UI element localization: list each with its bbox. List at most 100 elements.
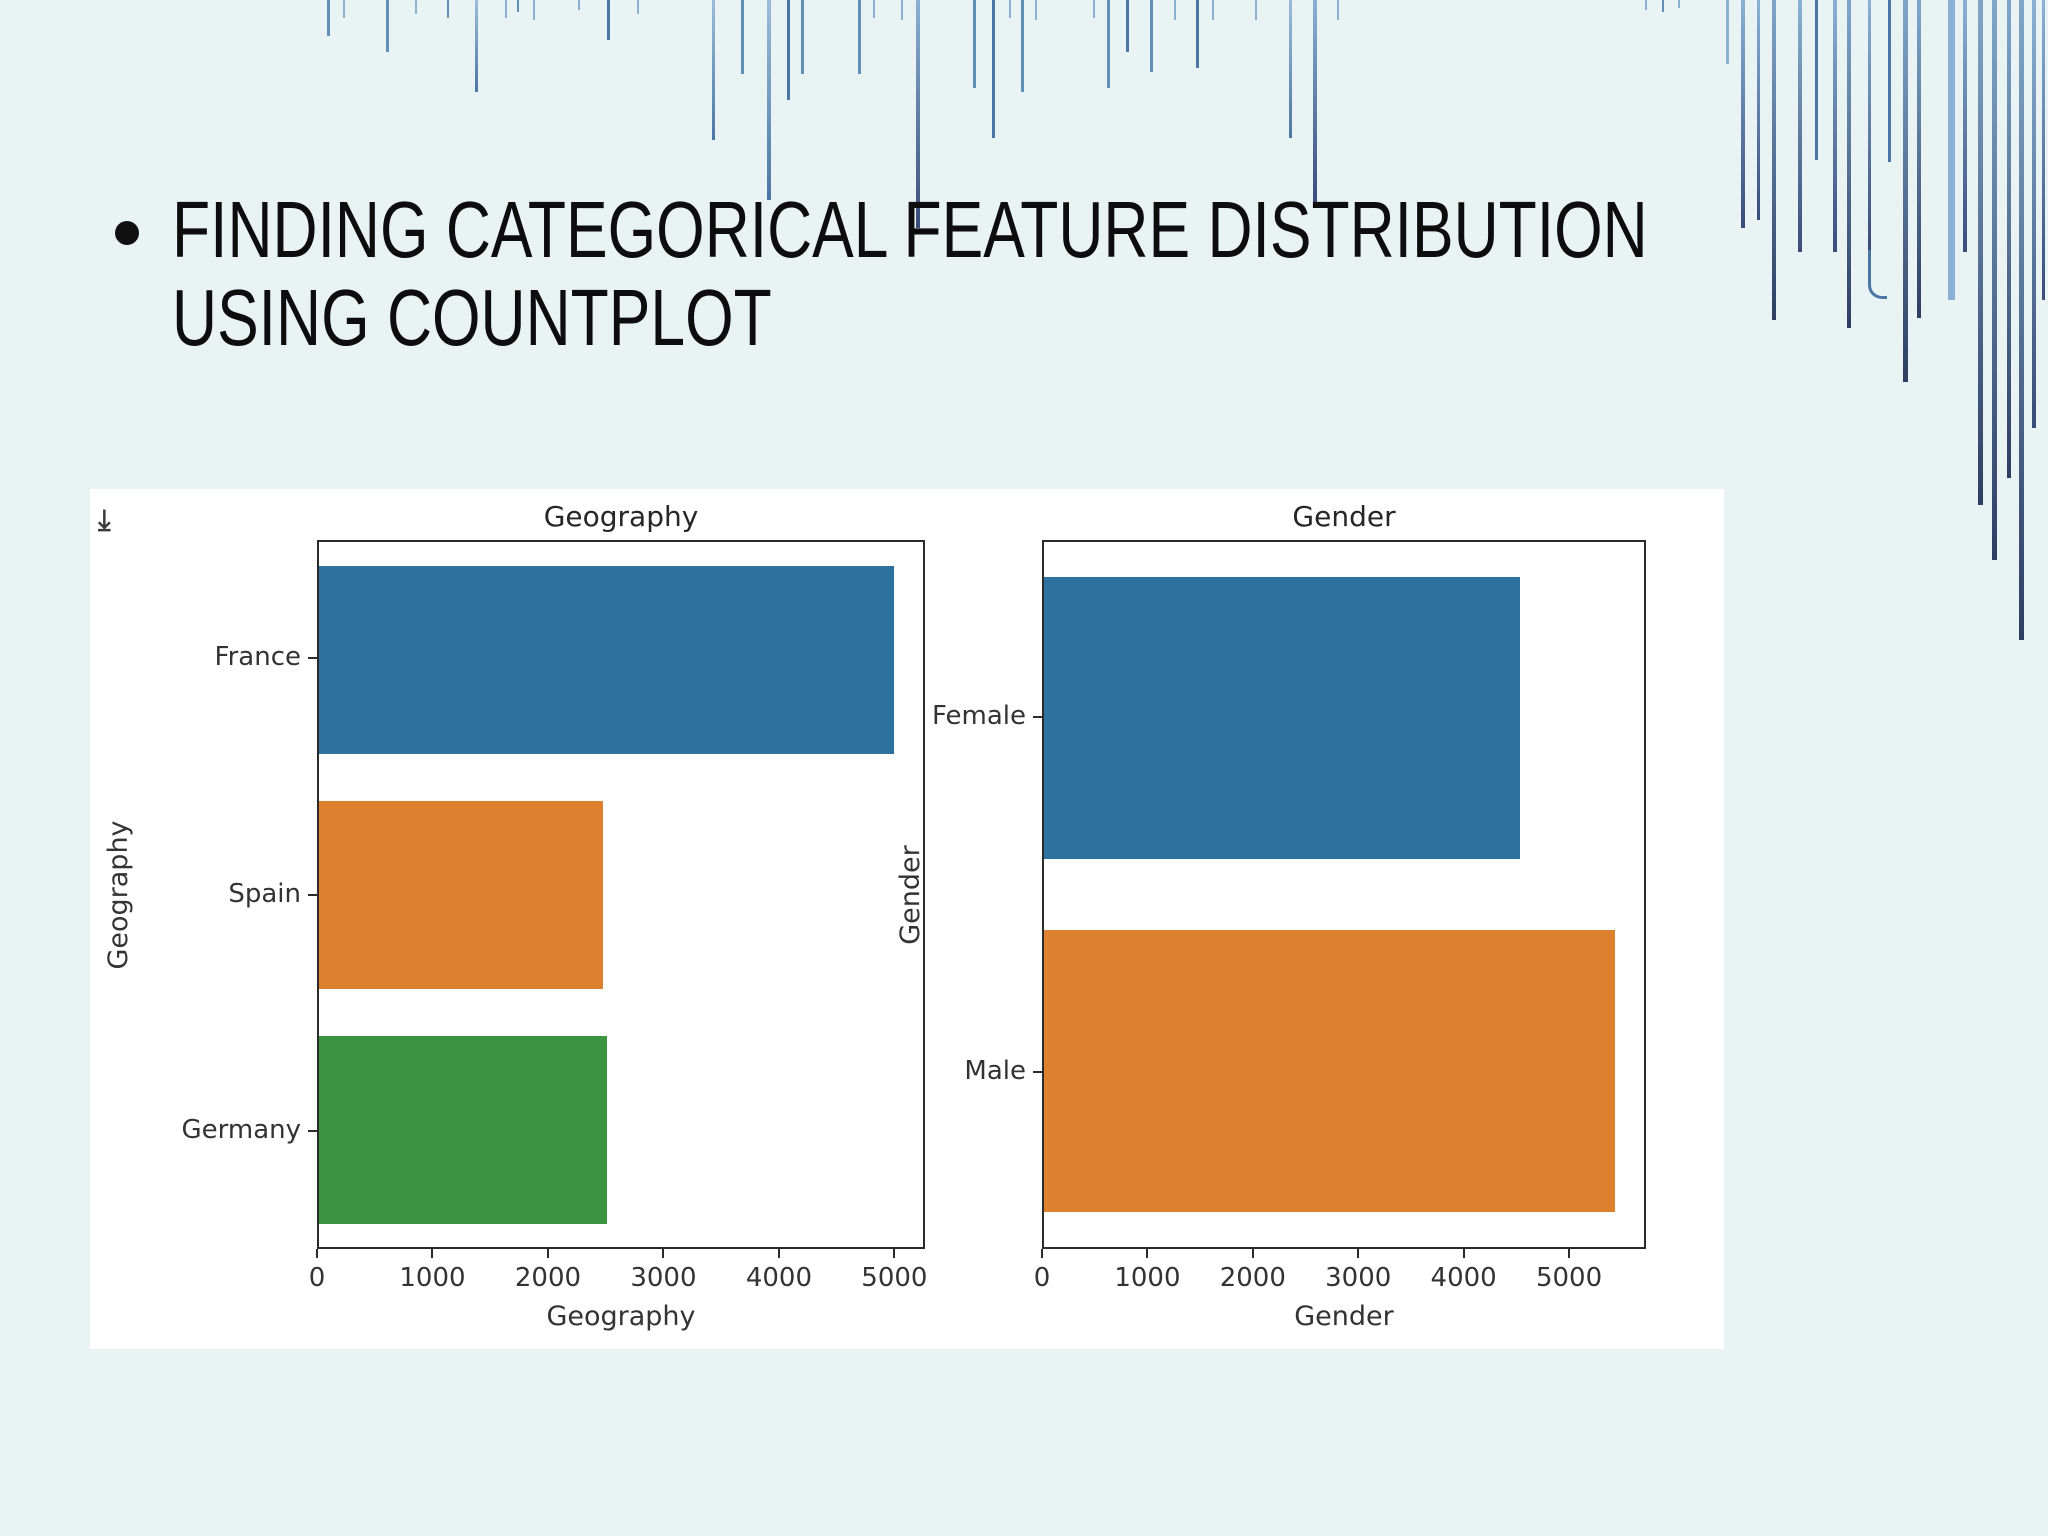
xlabel-gender: Gender	[1294, 1301, 1394, 1332]
hanging-line	[1917, 0, 1921, 318]
hanging-line	[343, 0, 345, 18]
bar-geography-spain	[319, 800, 604, 989]
ylabel-geography: Geography	[102, 819, 134, 970]
chart-title-gender: Gender	[1292, 500, 1396, 533]
hanging-line	[475, 0, 478, 92]
hanging-line	[578, 0, 580, 10]
hanging-line	[801, 0, 804, 74]
hanging-line	[767, 0, 771, 200]
hanging-line	[1815, 0, 1818, 160]
xtick-gender-2000	[1251, 1249, 1254, 1258]
hanging-line	[1726, 0, 1729, 64]
hanging-line	[1992, 0, 1997, 560]
ytick-label-geography-france: France	[214, 642, 301, 673]
hanging-line	[1313, 0, 1317, 202]
bar-gender-female	[1044, 577, 1520, 860]
ytick-label-gender-female: Female	[931, 701, 1026, 732]
hanging-line	[1772, 0, 1776, 320]
hanging-line	[1126, 0, 1129, 52]
hanging-line	[1289, 0, 1292, 138]
slide-title: FINDING CATEGORICAL FEATURE DISTRIBUTION…	[172, 186, 1648, 362]
hanging-line	[916, 0, 920, 228]
xtick-geography-0	[316, 1249, 318, 1258]
ylabel-gender: Gender	[894, 844, 926, 945]
hanging-line	[447, 0, 449, 18]
hanging-line	[858, 0, 861, 74]
xtick-label-gender-0: 0	[1033, 1263, 1051, 1293]
hanging-line	[1196, 0, 1199, 68]
hanging-line	[2032, 0, 2036, 428]
ytick-label-geography-germany: Germany	[181, 1114, 301, 1145]
plot-area-geography	[317, 540, 925, 1249]
hanging-line	[1978, 0, 1983, 505]
bar-geography-france	[319, 565, 895, 754]
chart-title-geography: Geography	[543, 500, 699, 533]
xlabel-geography: Geography	[546, 1301, 696, 1332]
hanging-line	[1337, 0, 1339, 20]
hanging-line	[1174, 0, 1176, 20]
xtick-label-geography-1000: 1000	[399, 1263, 466, 1293]
xtick-geography-1000	[431, 1249, 434, 1258]
ytick-geography-france	[308, 657, 317, 660]
xtick-label-geography-0: 0	[308, 1263, 326, 1293]
hanging-line	[712, 0, 715, 140]
hanging-line	[1009, 0, 1011, 18]
xtick-geography-2000	[546, 1249, 549, 1258]
xtick-label-gender-4000: 4000	[1430, 1263, 1497, 1293]
hanging-line	[1888, 0, 1891, 162]
xtick-gender-1000	[1146, 1249, 1149, 1258]
hanging-line	[1255, 0, 1257, 20]
hanging-line	[1662, 0, 1664, 12]
hanging-line	[1150, 0, 1153, 72]
ytick-geography-germany	[308, 1129, 317, 1132]
hanging-line	[1645, 0, 1647, 10]
plot-area-gender	[1042, 540, 1646, 1249]
bar-geography-germany	[319, 1035, 607, 1224]
bar-gender-male	[1044, 929, 1616, 1212]
hanging-line	[1948, 0, 1955, 300]
hanging-line	[992, 0, 995, 138]
hanging-line	[607, 0, 610, 40]
hanging-line	[1678, 0, 1680, 8]
hanging-line	[1212, 0, 1214, 20]
ytick-gender-male	[1033, 1070, 1042, 1073]
hanging-line	[1107, 0, 1110, 88]
xtick-gender-0	[1041, 1249, 1043, 1258]
xtick-label-gender-5000: 5000	[1535, 1263, 1603, 1293]
ytick-geography-spain	[308, 893, 317, 896]
ytick-gender-female	[1033, 716, 1042, 719]
hanging-line	[1847, 0, 1851, 328]
hanging-line	[973, 0, 976, 88]
ytick-label-gender-male: Male	[964, 1055, 1026, 1086]
hanging-line	[2007, 0, 2011, 478]
xtick-gender-4000	[1462, 1249, 1465, 1258]
hanging-line	[517, 0, 519, 12]
hanging-line	[533, 0, 535, 20]
hanging-line	[741, 0, 744, 74]
hanging-line	[637, 0, 639, 14]
bullet-point	[115, 221, 139, 245]
xtick-label-gender-2000: 2000	[1219, 1263, 1286, 1293]
hanging-line	[415, 0, 417, 14]
hanging-line	[386, 0, 389, 52]
xtick-label-gender-1000: 1000	[1114, 1263, 1181, 1293]
hanging-line	[787, 0, 790, 100]
xtick-label-geography-3000: 3000	[630, 1263, 697, 1293]
xtick-label-geography-2000: 2000	[514, 1263, 582, 1293]
hanging-line	[901, 0, 903, 20]
hanging-line	[1741, 0, 1745, 228]
hanging-line	[1757, 0, 1760, 220]
hanging-line	[1903, 0, 1908, 382]
xtick-gender-5000	[1568, 1249, 1571, 1258]
slide-title-line1: FINDING CATEGORICAL FEATURE DISTRIBUTION	[172, 185, 1648, 274]
hanging-line	[1798, 0, 1802, 252]
hanging-line	[1035, 0, 1037, 20]
xtick-geography-5000	[893, 1249, 896, 1258]
hanging-line	[873, 0, 875, 18]
xtick-label-geography-5000: 5000	[861, 1263, 928, 1293]
hanging-line-hook	[1868, 248, 1887, 299]
xtick-geography-3000	[662, 1249, 665, 1258]
hanging-line	[1093, 0, 1095, 18]
xtick-geography-4000	[777, 1249, 780, 1258]
